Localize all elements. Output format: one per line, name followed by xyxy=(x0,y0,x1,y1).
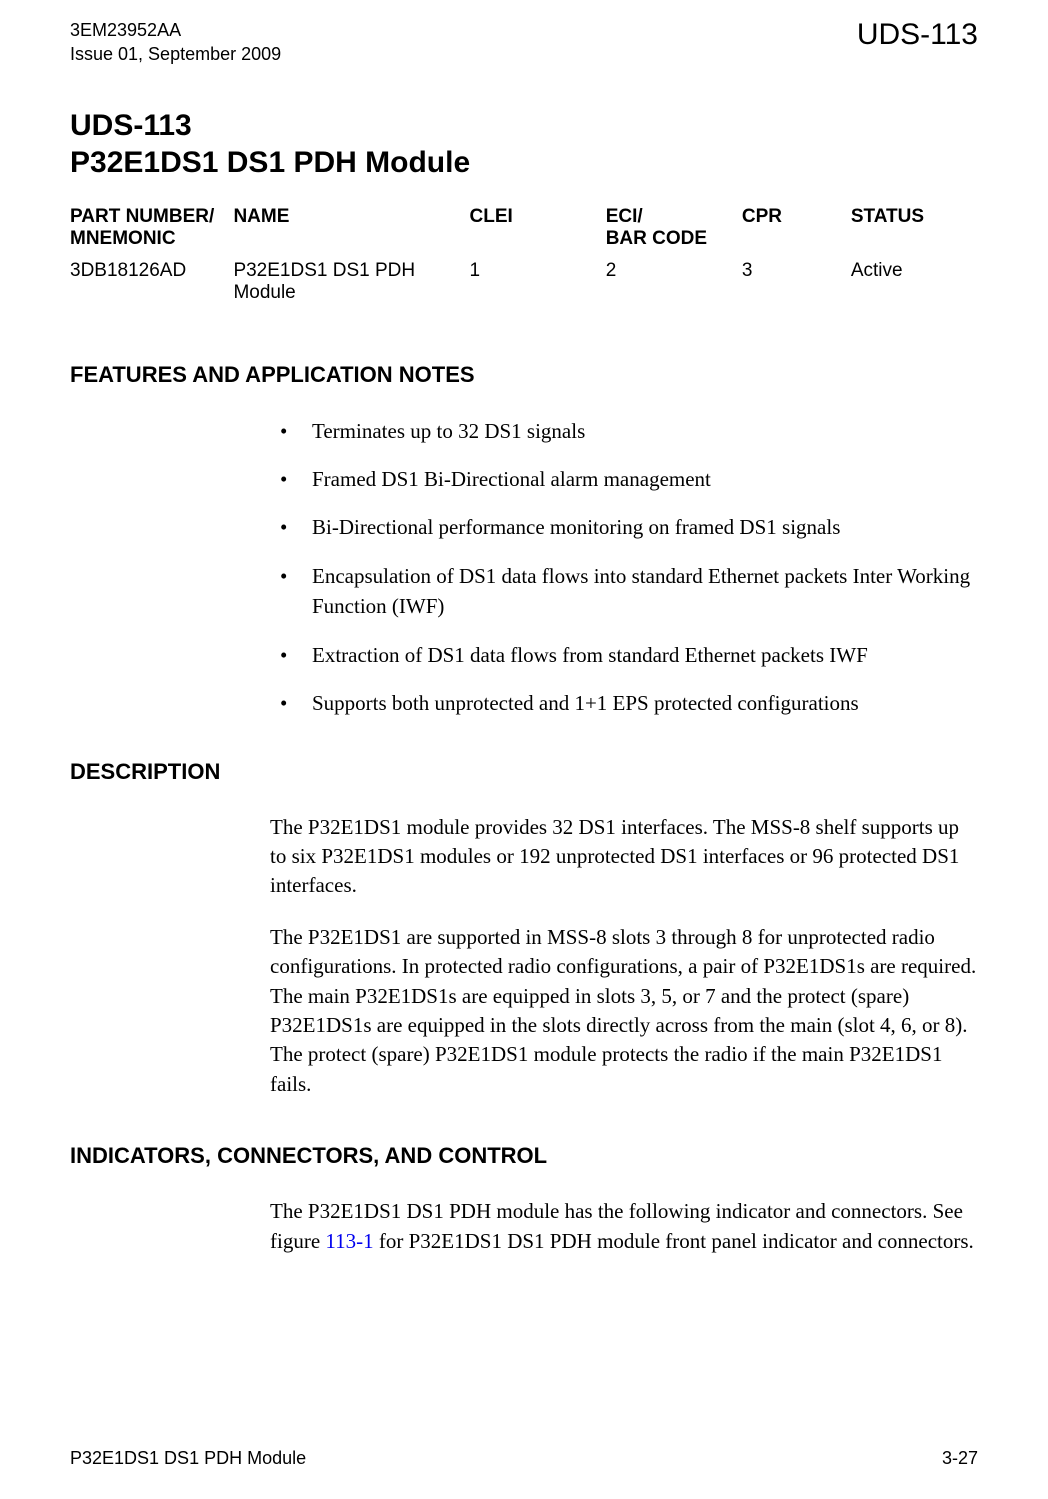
page-header: 3EM23952AA Issue 01, September 2009 UDS-… xyxy=(70,18,978,67)
section-heading-indicators: INDICATORS, CONNECTORS, AND CONTROL xyxy=(70,1143,978,1169)
figure-link[interactable]: 113-1 xyxy=(325,1229,373,1253)
col-status: STATUS xyxy=(851,204,978,258)
features-list: Terminates up to 32 DS1 signals Framed D… xyxy=(270,416,978,719)
doc-code: 3EM23952AA xyxy=(70,18,281,42)
col-cpr: CPR xyxy=(742,204,851,258)
document-page: 3EM23952AA Issue 01, September 2009 UDS-… xyxy=(0,0,1048,1499)
cell-text: P32E1DS1 DS1 PDH xyxy=(233,260,415,281)
cell-status: Active xyxy=(851,258,978,306)
col-label: PART NUMBER/ xyxy=(70,206,214,227)
header-right: UDS-113 xyxy=(857,18,978,51)
title-line-2: P32E1DS1 DS1 PDH Module xyxy=(70,144,978,182)
paragraph: The P32E1DS1 are supported in MSS-8 slot… xyxy=(270,923,978,1099)
list-item: Bi-Directional performance monitoring on… xyxy=(270,512,978,542)
table-row: 3DB18126AD P32E1DS1 DS1 PDH Module 1 2 3… xyxy=(70,258,978,306)
cell-cpr: 3 xyxy=(742,258,851,306)
cell-text: Module xyxy=(233,282,295,303)
col-name: NAME xyxy=(233,204,469,258)
list-item: Encapsulation of DS1 data flows into sta… xyxy=(270,561,978,622)
footer-right: 3-27 xyxy=(942,1448,978,1469)
list-item: Framed DS1 Bi-Directional alarm manageme… xyxy=(270,464,978,494)
list-item: Supports both unprotected and 1+1 EPS pr… xyxy=(270,688,978,718)
text: for P32E1DS1 DS1 PDH module front panel … xyxy=(374,1229,974,1253)
uds-label: UDS-113 xyxy=(857,18,978,51)
cell-name: P32E1DS1 DS1 PDH Module xyxy=(233,258,469,306)
col-part-mnemonic: PART NUMBER/ MNEMONIC xyxy=(70,204,233,258)
col-label: MNEMONIC xyxy=(70,228,176,249)
col-eci-barcode: ECI/ BAR CODE xyxy=(606,204,742,258)
section-heading-features: FEATURES AND APPLICATION NOTES xyxy=(70,362,978,388)
section-heading-description: DESCRIPTION xyxy=(70,759,978,785)
table-header-row: PART NUMBER/ MNEMONIC NAME CLEI ECI/ BAR… xyxy=(70,204,978,258)
list-item: Extraction of DS1 data flows from standa… xyxy=(270,640,978,670)
paragraph: The P32E1DS1 DS1 PDH module has the foll… xyxy=(270,1197,978,1256)
features-block: Terminates up to 32 DS1 signals Framed D… xyxy=(270,416,978,737)
list-item: Terminates up to 32 DS1 signals xyxy=(270,416,978,446)
col-clei: CLEI xyxy=(470,204,606,258)
parts-table: PART NUMBER/ MNEMONIC NAME CLEI ECI/ BAR… xyxy=(70,204,978,306)
cell-clei: 1 xyxy=(470,258,606,306)
header-left: 3EM23952AA Issue 01, September 2009 xyxy=(70,18,281,67)
description-block: The P32E1DS1 module provides 32 DS1 inte… xyxy=(270,813,978,1122)
cell-eci-barcode: 2 xyxy=(606,258,742,306)
page-title: UDS-113 P32E1DS1 DS1 PDH Module xyxy=(70,107,978,182)
cell-part-mnemonic: 3DB18126AD xyxy=(70,258,233,306)
page-footer: P32E1DS1 DS1 PDH Module 3-27 xyxy=(70,1418,978,1469)
footer-left: P32E1DS1 DS1 PDH Module xyxy=(70,1448,306,1469)
issue-line: Issue 01, September 2009 xyxy=(70,42,281,66)
col-label: BAR CODE xyxy=(606,228,707,249)
col-label: ECI/ xyxy=(606,206,643,227)
paragraph: The P32E1DS1 module provides 32 DS1 inte… xyxy=(270,813,978,901)
indicators-block: The P32E1DS1 DS1 PDH module has the foll… xyxy=(270,1197,978,1278)
title-line-1: UDS-113 xyxy=(70,107,978,145)
